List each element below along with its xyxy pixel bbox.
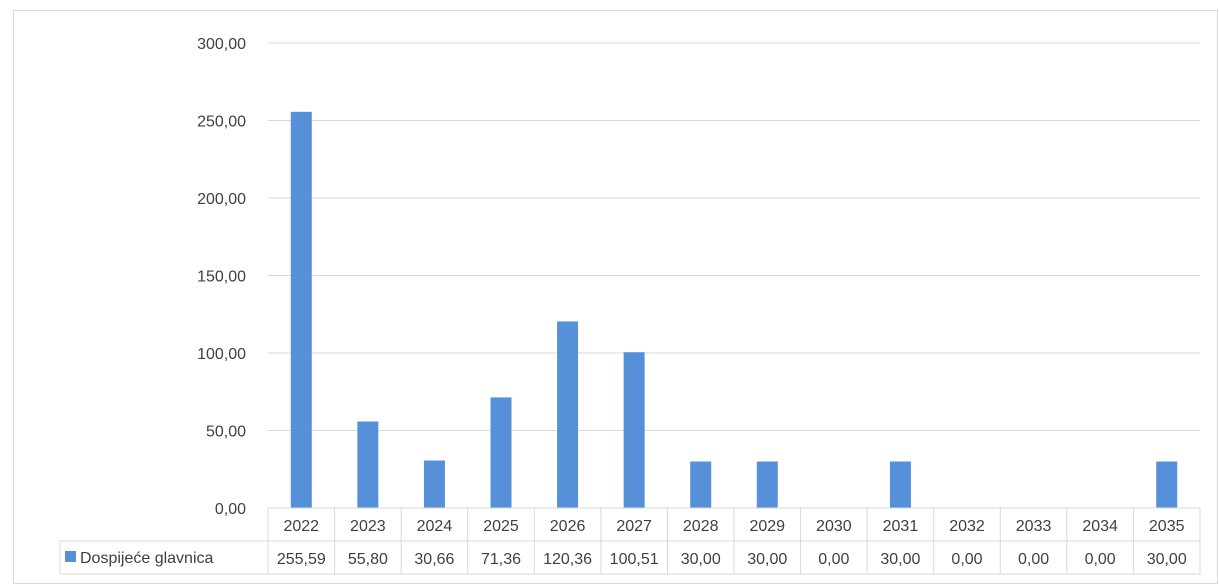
x-tick-label: 2023 (350, 518, 386, 535)
x-tick-label: 2026 (550, 518, 586, 535)
data-table-value: 71,36 (481, 551, 521, 568)
data-table-value: 30,00 (681, 551, 721, 568)
x-tick-label: 2028 (683, 518, 719, 535)
x-tick-label: 2029 (749, 518, 785, 535)
chart-frame (13, 10, 1218, 584)
x-tick-label: 2032 (949, 518, 985, 535)
bar (756, 461, 778, 508)
bar (1156, 461, 1178, 508)
x-tick-label: 2022 (283, 518, 319, 535)
bar (889, 461, 911, 508)
y-tick-label: 300,00 (197, 36, 246, 53)
bar (290, 111, 312, 508)
x-tick-label: 2034 (1082, 518, 1118, 535)
x-tick-label: 2035 (1149, 518, 1185, 535)
x-tick-label: 2033 (1016, 518, 1052, 535)
bar (423, 460, 445, 508)
data-table-value: 30,66 (414, 551, 454, 568)
data-table-value: 30,00 (1147, 551, 1187, 568)
y-tick-label: 200,00 (197, 191, 246, 208)
y-tick-label: 250,00 (197, 114, 246, 131)
data-table-value: 0,00 (951, 551, 982, 568)
x-tick-label: 2030 (816, 518, 852, 535)
x-tick-label: 2024 (417, 518, 453, 535)
y-tick-label: 100,00 (197, 346, 246, 363)
data-table-value: 30,00 (747, 551, 787, 568)
data-table-value: 255,59 (277, 551, 326, 568)
data-table-value: 55,80 (348, 551, 388, 568)
x-tick-label: 2025 (483, 518, 519, 535)
data-table-value: 0,00 (818, 551, 849, 568)
legend-label: Dospijeće glavnica (80, 550, 214, 567)
data-table-value: 100,51 (610, 551, 659, 568)
legend-swatch (65, 551, 76, 562)
x-tick-label: 2031 (883, 518, 919, 535)
x-tick-label: 2027 (616, 518, 652, 535)
bar (357, 421, 379, 508)
data-table-value: 120,36 (543, 551, 592, 568)
bar (690, 461, 712, 508)
bar (557, 321, 579, 508)
data-table-value: 0,00 (1018, 551, 1049, 568)
bar (623, 352, 645, 508)
y-tick-label: 150,00 (197, 269, 246, 286)
y-tick-label: 50,00 (206, 424, 246, 441)
bar (490, 397, 512, 508)
data-table-value: 30,00 (880, 551, 920, 568)
y-tick-label: 0,00 (215, 501, 246, 518)
data-table-value: 0,00 (1085, 551, 1116, 568)
